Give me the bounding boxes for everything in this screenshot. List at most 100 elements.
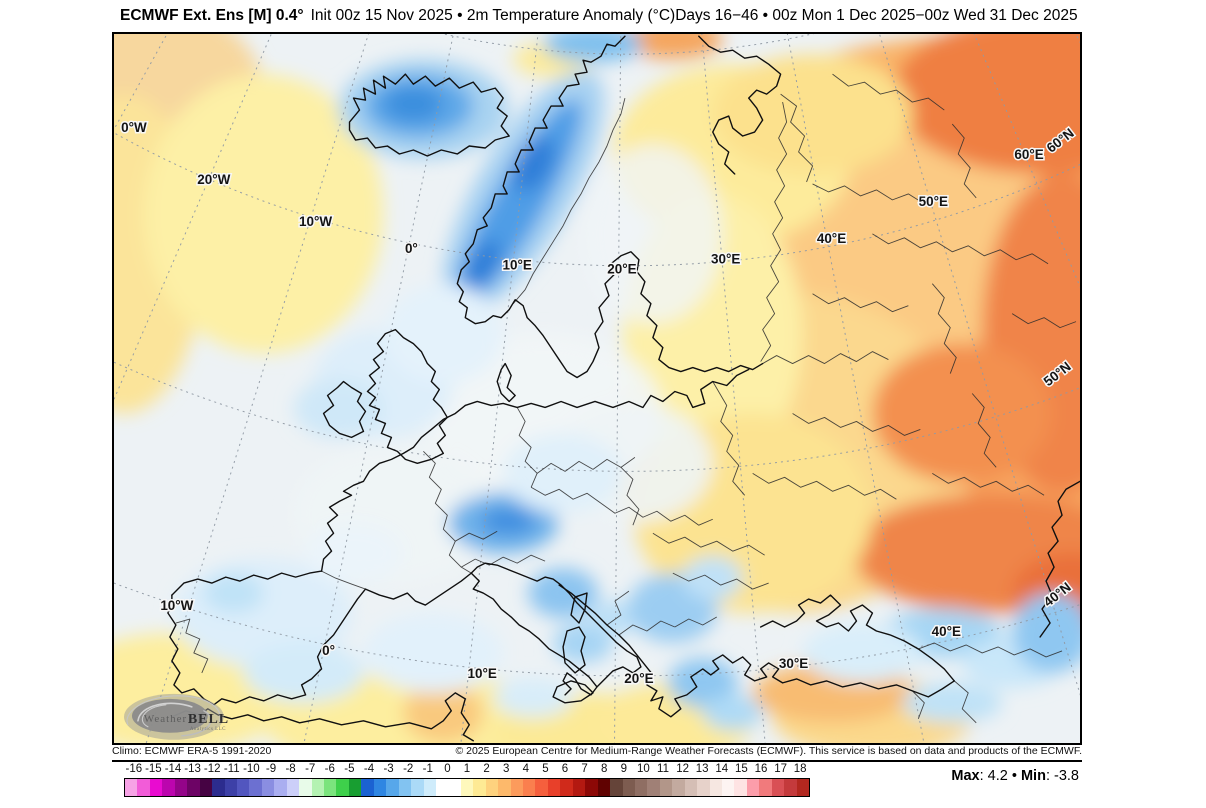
colorbar-tick: -3 xyxy=(383,763,394,775)
colorbar-tick: 6 xyxy=(561,763,569,775)
separator-dot: • xyxy=(1011,768,1017,784)
grid-label: 40°E xyxy=(817,231,846,246)
colorbar-swatch xyxy=(697,779,710,796)
colorbar-tick: -12 xyxy=(203,763,221,775)
colorbar-tick: 3 xyxy=(502,763,510,775)
grid-label: 30°E xyxy=(779,656,808,671)
colorbar-swatch xyxy=(684,779,698,796)
valid-period: Days 16−46 • 00z Mon 1 Dec 2025−00z Wed … xyxy=(675,7,1078,24)
colorbar-tick: -8 xyxy=(285,763,296,775)
grid-label: 40°E xyxy=(932,624,961,639)
colorbar-tick: 1 xyxy=(463,763,471,775)
colorbar-tick: 10 xyxy=(636,763,650,775)
colorbar-swatch xyxy=(423,779,436,796)
colorbar-swatch xyxy=(771,779,785,796)
colorbar-swatch xyxy=(709,779,722,796)
colorbar-tick: -6 xyxy=(324,763,335,775)
colorbar-tick: 15 xyxy=(734,763,748,775)
anomaly-shading xyxy=(114,34,1080,743)
grid-label: 0° xyxy=(322,643,335,658)
colorbar-swatch xyxy=(149,779,163,796)
colorbar-tick: -11 xyxy=(223,763,240,775)
colorbar-tick: 5 xyxy=(542,763,549,775)
colorbar-tick: -10 xyxy=(243,763,260,775)
colorbar-swatch xyxy=(299,779,312,796)
min-label: Min xyxy=(1020,768,1046,784)
init-and-variable: Init 00z 15 Nov 2025 • 2m Temperature An… xyxy=(310,7,676,24)
colorbar-tick: 14 xyxy=(715,763,729,775)
colorbar-swatch xyxy=(199,779,213,796)
colorbar-swatch xyxy=(236,779,250,796)
grid-label: 20°W xyxy=(197,172,230,187)
colorbar-tick: 13 xyxy=(695,763,709,775)
colorbar-tick: 11 xyxy=(657,763,669,775)
colorbar-swatch xyxy=(125,779,138,796)
colorbar-swatch xyxy=(261,779,275,796)
grid-label: 10°W xyxy=(160,598,193,613)
colorbar-swatch xyxy=(373,779,387,796)
colorbar-swatch xyxy=(249,779,262,796)
colorbar-swatch xyxy=(348,779,362,796)
meridian-line xyxy=(973,34,1080,288)
colorbar-swatch xyxy=(137,779,150,796)
colorbar-swatch xyxy=(224,779,237,796)
colorbar-tick: 16 xyxy=(754,763,768,775)
grid-label: 60°E xyxy=(1014,147,1043,162)
colorbar-tick: 8 xyxy=(600,763,608,775)
colorbar-swatch xyxy=(386,779,399,796)
meridian-line xyxy=(114,34,272,401)
model-name: ECMWF Ext. Ens [M] 0.4° xyxy=(120,7,304,24)
colorbar-swatch xyxy=(597,779,611,796)
weatherbell-logo: Weather BELL Analytics LLC xyxy=(123,693,228,740)
colorbar-swatch xyxy=(634,779,648,796)
colorbar-swatch xyxy=(523,779,536,796)
grid-label: 0° xyxy=(405,241,418,256)
colorbar-swatch xyxy=(722,779,735,796)
climo-note: Climo: ECMWF ERA-5 1991-2020 xyxy=(112,745,272,757)
colorbar-tick: -16 xyxy=(125,763,143,775)
colorbar-swatch xyxy=(547,779,561,796)
colorbar-swatch xyxy=(659,779,673,796)
color-scale-row: -16 -15 -14 -13 -12 -11 -10 -9 -8 -7 -6 -5 -4 -3 -2 -1 0… xyxy=(112,763,1082,803)
grid-label: 50°E xyxy=(919,194,948,209)
colorbar-swatch xyxy=(622,779,635,796)
attribution-row: Climo: ECMWF ERA-5 1991-2020 © 2025 Euro… xyxy=(112,745,1082,762)
max-min-readout: Max: 4.2 • Min: -3.8 xyxy=(951,768,1079,784)
colorbar-tick: 0 xyxy=(444,763,451,775)
colorbar-swatch xyxy=(162,779,175,796)
latitude-circle xyxy=(114,132,1080,266)
colorbar-swatch xyxy=(560,779,573,796)
colorbar-swatch xyxy=(572,779,586,796)
colorbar-tick: -4 xyxy=(363,763,375,775)
grid-label: 0°W xyxy=(121,120,147,135)
meridian-line xyxy=(145,34,369,743)
grid-label: 10°E xyxy=(502,258,531,273)
colorbar-tick: -5 xyxy=(344,763,355,775)
country-borders xyxy=(175,73,1077,724)
meridian-line xyxy=(303,34,454,743)
colorbar-tick: -2 xyxy=(403,763,414,775)
colorbar: -16 -15 -14 -13 -12 -11 -10 -9 -8 -7 -6 -5 -4 -3 -2 -1 0… xyxy=(124,763,810,797)
colorbar-swatch xyxy=(274,779,287,796)
max-label: Max xyxy=(951,768,980,784)
colorbar-swatch xyxy=(784,779,797,796)
colorbar-tick: 18 xyxy=(793,763,807,775)
copyright-note: © 2025 European Centre for Medium-Range … xyxy=(455,745,1082,757)
colorbar-tick: 9 xyxy=(620,763,627,775)
anomaly-map: 0°W20°W10°W0°10°E 20°E30°E40°E50°E60°E 60°… xyxy=(114,34,1080,743)
colorbar-swatch xyxy=(411,779,424,796)
logo-text-weather: Weather xyxy=(144,713,187,725)
header: ECMWF Ext. Ens [M] 0.4° Init 00z 15 Nov 2… xyxy=(120,7,1078,25)
colorbar-tick: -14 xyxy=(164,763,182,775)
colorbar-swatch xyxy=(746,779,760,796)
colorbar-tick: -13 xyxy=(184,763,201,775)
grid-label: 10°W xyxy=(299,214,332,229)
colorbar-tick: 17 xyxy=(774,763,787,775)
colorbar-swatch xyxy=(336,779,349,796)
colorbar-swatch xyxy=(435,779,449,796)
meridian-line xyxy=(460,34,539,743)
colorbar-swatch xyxy=(398,779,412,796)
map-title: ECMWF Ext. Ens [M] 0.4° Init 00z 15 Nov 2… xyxy=(120,7,675,25)
colorbar-swatch xyxy=(796,779,810,796)
